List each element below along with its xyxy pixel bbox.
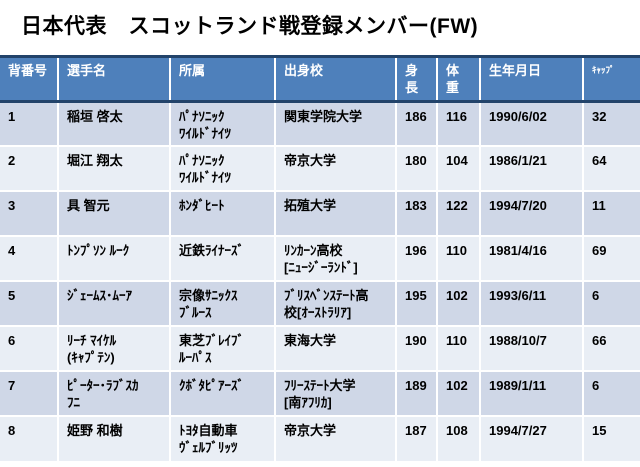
cell-caps: 69 <box>582 235 640 282</box>
cell-weight: 116 <box>436 100 480 147</box>
player-row-4: 4 ﾄﾝﾌﾟｿﾝ ﾙｰｸ 近鉄ﾗｲﾅｰｽﾞ ﾘﾝｶｰﾝ高校 [ﾆｭｰｼﾞｰﾗﾝﾄ… <box>0 235 640 282</box>
cell-team: 宗像ｻﾆｯｸｽ ﾌﾞﾙｰｽ <box>169 280 275 327</box>
header-row: 背番号 選手名 所属 出身校 身 長 体 重 生年月日 ｷｬｯﾌﾟ <box>0 55 640 103</box>
cell-name: 稲垣 啓太 <box>57 100 170 147</box>
cell-team: ﾎﾝﾀﾞﾋｰﾄ <box>169 190 275 237</box>
cell-caps: 64 <box>582 145 640 192</box>
cell-number: 5 <box>0 280 58 327</box>
cell-school: 関東学院大学 <box>274 100 396 147</box>
cell-number: 4 <box>0 235 58 282</box>
player-row-8: 8 姫野 和樹 ﾄﾖﾀ自動車 ｳﾞｪﾙﾌﾞﾘｯﾂ 帝京大学 187 108 19… <box>0 415 640 462</box>
cell-school: 拓殖大学 <box>274 190 396 237</box>
cell-team: 東芝ﾌﾞﾚｲﾌﾞ ﾙｰﾊﾟｽ <box>169 325 275 372</box>
cell-name: ﾋﾟｰﾀｰ･ﾗﾌﾞｽｶ ﾌﾆ <box>57 370 170 417</box>
player-row-6: 6 ﾘｰﾁ ﾏｲｹﾙ (ｷｬﾌﾟﾃﾝ) 東芝ﾌﾞﾚｲﾌﾞ ﾙｰﾊﾟｽ 東海大学 … <box>0 325 640 372</box>
cell-height: 196 <box>395 235 437 282</box>
col-header-name: 選手名 <box>57 55 170 103</box>
cell-name: ﾄﾝﾌﾟｿﾝ ﾙｰｸ <box>57 235 170 282</box>
cell-birthdate: 1988/10/7 <box>479 325 583 372</box>
cell-birthdate: 1986/1/21 <box>479 145 583 192</box>
cell-birthdate: 1989/1/11 <box>479 370 583 417</box>
col-header-height: 身 長 <box>395 55 437 103</box>
cell-team: ﾄﾖﾀ自動車 ｳﾞｪﾙﾌﾞﾘｯﾂ <box>169 415 275 462</box>
cell-weight: 102 <box>436 280 480 327</box>
cell-weight: 102 <box>436 370 480 417</box>
player-row-1: 1 稲垣 啓太 ﾊﾟﾅｿﾆｯｸ ﾜｲﾙﾄﾞﾅｲﾂ 関東学院大学 186 116 … <box>0 100 640 147</box>
col-header-weight: 体 重 <box>436 55 480 103</box>
col-header-school: 出身校 <box>274 55 396 103</box>
cell-weight: 122 <box>436 190 480 237</box>
cell-height: 190 <box>395 325 437 372</box>
cell-caps: 15 <box>582 415 640 462</box>
roster-table: 背番号 選手名 所属 出身校 身 長 体 重 生年月日 ｷｬｯﾌﾟ 1 稲垣 啓… <box>0 55 640 462</box>
page-title: 日本代表 スコットランド戦登録メンバー(FW) <box>21 15 479 38</box>
cell-height: 187 <box>395 415 437 462</box>
cell-school: 東海大学 <box>274 325 396 372</box>
col-header-birthdate: 生年月日 <box>479 55 583 103</box>
cell-height: 183 <box>395 190 437 237</box>
cell-birthdate: 1981/4/16 <box>479 235 583 282</box>
cell-height: 189 <box>395 370 437 417</box>
cell-team: ﾊﾟﾅｿﾆｯｸ ﾜｲﾙﾄﾞﾅｲﾂ <box>169 100 275 147</box>
cell-birthdate: 1990/6/02 <box>479 100 583 147</box>
col-header-number: 背番号 <box>0 55 58 103</box>
player-row-5: 5 ｼﾞｪｰﾑｽ･ﾑｰｱ 宗像ｻﾆｯｸｽ ﾌﾞﾙｰｽ ﾌﾞﾘｽﾍﾞﾝｽﾃｰﾄ高 … <box>0 280 640 327</box>
cell-number: 7 <box>0 370 58 417</box>
cell-school: ﾘﾝｶｰﾝ高校 [ﾆｭｰｼﾞｰﾗﾝﾄﾞ] <box>274 235 396 282</box>
cell-name: 堀江 翔太 <box>57 145 170 192</box>
cell-birthdate: 1994/7/27 <box>479 415 583 462</box>
cell-number: 3 <box>0 190 58 237</box>
cell-caps: 11 <box>582 190 640 237</box>
cell-number: 6 <box>0 325 58 372</box>
cell-name: 姫野 和樹 <box>57 415 170 462</box>
cell-name: ｼﾞｪｰﾑｽ･ﾑｰｱ <box>57 280 170 327</box>
cell-weight: 110 <box>436 235 480 282</box>
cell-birthdate: 1993/6/11 <box>479 280 583 327</box>
cell-team: 近鉄ﾗｲﾅｰｽﾞ <box>169 235 275 282</box>
cell-school: 帝京大学 <box>274 415 396 462</box>
cell-school: ﾌﾘｰｽﾃｰﾄ大学 [南ｱﾌﾘｶ] <box>274 370 396 417</box>
cell-weight: 104 <box>436 145 480 192</box>
player-row-2: 2 堀江 翔太 ﾊﾟﾅｿﾆｯｸ ﾜｲﾙﾄﾞﾅｲﾂ 帝京大学 180 104 19… <box>0 145 640 192</box>
cell-name: 具 智元 <box>57 190 170 237</box>
cell-height: 180 <box>395 145 437 192</box>
cell-weight: 110 <box>436 325 480 372</box>
cell-number: 1 <box>0 100 58 147</box>
cell-team: ﾊﾟﾅｿﾆｯｸ ﾜｲﾙﾄﾞﾅｲﾂ <box>169 145 275 192</box>
cell-caps: 66 <box>582 325 640 372</box>
col-header-team: 所属 <box>169 55 275 103</box>
cell-birthdate: 1994/7/20 <box>479 190 583 237</box>
cell-caps: 6 <box>582 280 640 327</box>
cell-name: ﾘｰﾁ ﾏｲｹﾙ (ｷｬﾌﾟﾃﾝ) <box>57 325 170 372</box>
cell-height: 195 <box>395 280 437 327</box>
player-row-3: 3 具 智元 ﾎﾝﾀﾞﾋｰﾄ 拓殖大学 183 122 1994/7/20 11 <box>0 190 640 237</box>
col-header-caps: ｷｬｯﾌﾟ <box>582 55 640 103</box>
cell-school: ﾌﾞﾘｽﾍﾞﾝｽﾃｰﾄ高 校[ｵｰｽﾄﾗﾘｱ] <box>274 280 396 327</box>
cell-school: 帝京大学 <box>274 145 396 192</box>
cell-number: 2 <box>0 145 58 192</box>
cell-caps: 6 <box>582 370 640 417</box>
cell-height: 186 <box>395 100 437 147</box>
player-row-7: 7 ﾋﾟｰﾀｰ･ﾗﾌﾞｽｶ ﾌﾆ ｸﾎﾞﾀﾋﾟｱｰｽﾞ ﾌﾘｰｽﾃｰﾄ大学 [南… <box>0 370 640 417</box>
cell-weight: 108 <box>436 415 480 462</box>
cell-team: ｸﾎﾞﾀﾋﾟｱｰｽﾞ <box>169 370 275 417</box>
cell-caps: 32 <box>582 100 640 147</box>
cell-number: 8 <box>0 415 58 462</box>
